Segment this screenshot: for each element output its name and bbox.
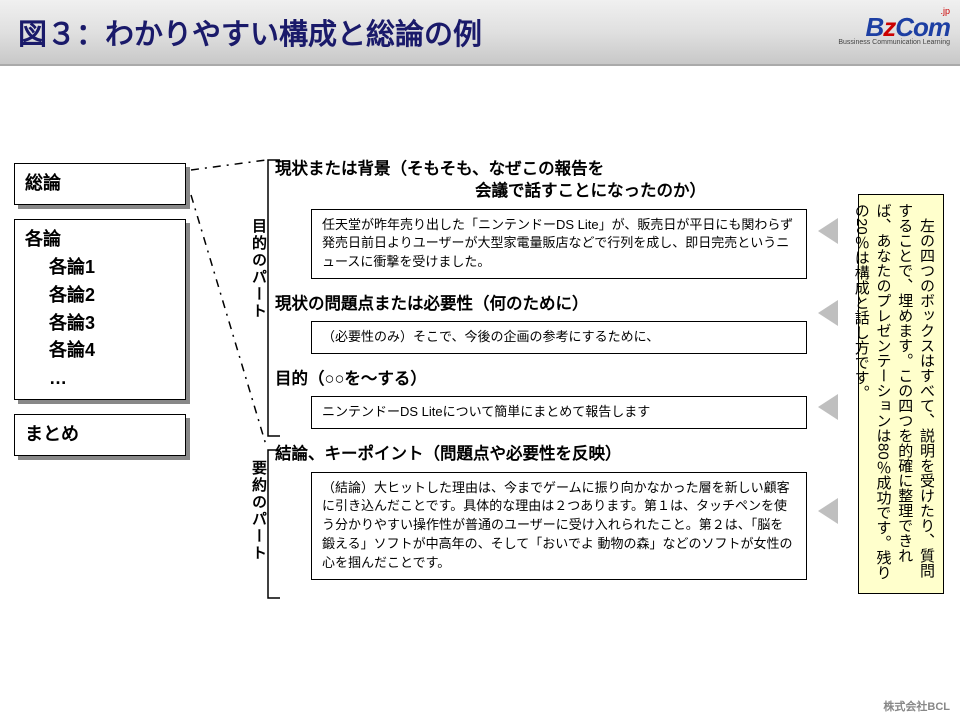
struct-box-details: 各論 各論1 各論2 各論3 各論4 … [14,219,186,400]
struct-box-overview-label: 総論 [25,173,61,193]
section-3: 目的（○○を～する） ニンテンドーDS Liteについて簡単にまとめて報告します [275,368,820,429]
footer-company: 株式会社BCL [883,698,950,714]
note-box: 左の四つのボックスはすべて、説明を受けたり、質問することで、埋めます。この四つを… [858,194,944,594]
logo-part-a: B [865,12,883,42]
logo-subtitle: Bussiness Communication Learning [838,39,950,46]
structure-column: 総論 各論 各論1 各論2 各論3 各論4 … まとめ [14,163,186,470]
struct-box-details-head: 各論 [25,229,61,249]
pointer-arrow-icon [818,300,838,326]
struct-item: 各論1 [25,254,175,282]
logo-main: BzCom [865,12,950,42]
struct-box-overview: 総論 [14,163,186,205]
page-title: 図３：わかりやすい構成と総論の例 [18,11,482,53]
section-4: 結論、キーポイント（問題点や必要性を反映） （結論）大ヒットした理由は、今までゲ… [275,443,820,579]
section-1-title: 現状または背景（そもそも、なぜこの報告を 会議で話すことになったのか） [275,158,820,203]
logo-part-b: Com [895,12,950,42]
section-3-title: 目的（○○を～する） [275,368,820,390]
section-1-title-b: 会議で話すことになったのか） [275,180,820,202]
struct-box-summary-label: まとめ [25,424,79,444]
section-2-body: （必要性のみ）そこで、今後の企画の参考にするために、 [311,321,807,354]
pointer-arrow-icon [818,218,838,244]
struct-item: 各論2 [25,282,175,310]
struct-item: 各論3 [25,310,175,338]
header-bar: 図３：わかりやすい構成と総論の例 .jp BzCom Bussiness Com… [0,0,960,66]
section-1-title-a: 現状または背景（そもそも、なぜこの報告を [275,160,604,178]
struct-box-summary: まとめ [14,414,186,456]
section-2: 現状の問題点または必要性（何のために） （必要性のみ）そこで、今後の企画の参考に… [275,293,820,354]
section-3-body: ニンテンドーDS Liteについて簡単にまとめて報告します [311,396,807,429]
section-1-body: 任天堂が昨年売り出した「ニンテンドーDS Lite」が、販売日が平日にも関わらず… [311,209,807,280]
logo: .jp BzCom Bussiness Communication Learni… [838,6,950,46]
pointer-arrow-icon [818,394,838,420]
section-4-title: 結論、キーポイント（問題点や必要性を反映） [275,443,820,465]
content-column: 現状または背景（そもそも、なぜこの報告を 会議で話すことになったのか） 任天堂が… [275,158,820,594]
pointer-arrow-icon [818,498,838,524]
struct-item: 各論4 [25,337,175,365]
section-2-title: 現状の問題点または必要性（何のために） [275,293,820,315]
section-4-body: （結論）大ヒットした理由は、今までゲームに振り向かなかった層を新しい顧客に引き込… [311,472,807,580]
struct-item: … [25,365,175,393]
logo-part-z: z [883,12,895,42]
section-1: 現状または背景（そもそも、なぜこの報告を 会議で話すことになったのか） 任天堂が… [275,158,820,279]
